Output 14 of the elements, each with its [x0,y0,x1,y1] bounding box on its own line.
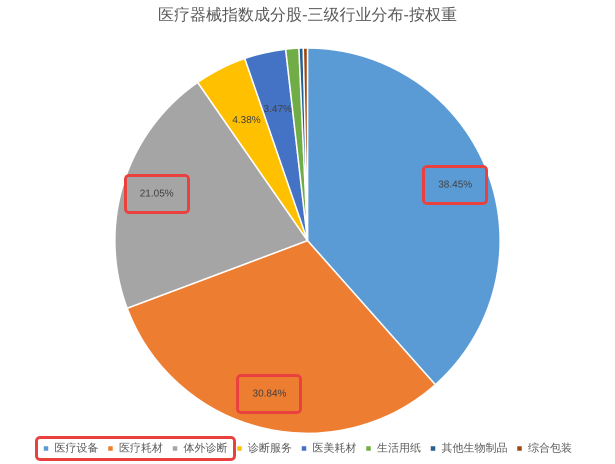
legend-label: 医疗耗材 [119,442,163,455]
data-label: 4.38% [232,115,261,126]
legend-label: 体外诊断 [184,442,228,455]
legend-label: 其他生物制品 [442,442,508,455]
chart-title: 医疗器械指数成分股-三级行业分布-按权重 [158,6,457,24]
legend-label: 生活用纸 [377,442,421,455]
data-label: 3.47% [264,104,292,115]
legend-label: 诊断服务 [248,442,292,455]
legend-label: 医美耗材 [312,442,356,455]
data-label: 30.84% [252,388,287,400]
legend-label: 医疗设备 [54,442,98,455]
legend-label: 综合包装 [528,442,572,455]
data-label: 38.45% [438,179,472,190]
data-label: 21.05% [140,188,174,200]
